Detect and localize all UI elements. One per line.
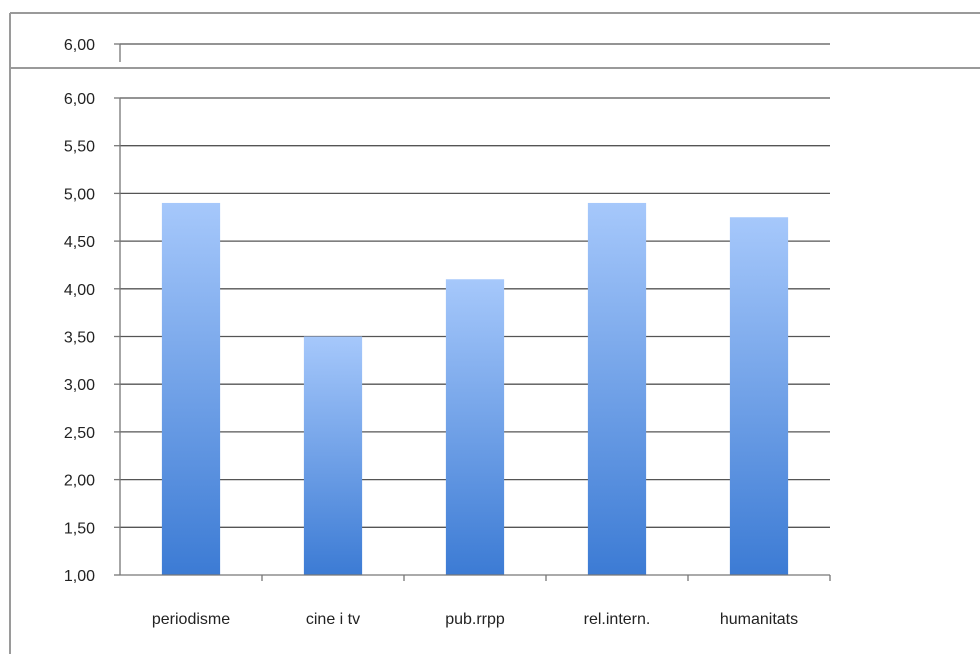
x-category-label: rel.intern. (584, 611, 651, 628)
top-chart-fragment: 6,00 (9, 12, 980, 70)
chart-frame (9, 67, 980, 654)
bar-humanitats (729, 217, 789, 575)
x-category-label: pub.rrpp (445, 611, 505, 628)
y-tick-label: 4,00 (64, 282, 95, 299)
y-tick-label: 6,00 (64, 91, 95, 108)
x-category-label: periodisme (152, 611, 230, 628)
y-tick-label: 1,00 (64, 568, 95, 585)
y-axis-tick-labels: 1,00 1,50 2,00 2,50 3,00 3,50 4,00 4,50 5,00 5,50… (64, 91, 95, 585)
y-tick-label: 5,00 (64, 186, 95, 203)
fragment-tick-label: 6,00 (64, 37, 95, 54)
x-category-label: humanitats (720, 611, 798, 628)
bar-rel-intern (587, 202, 647, 575)
y-tick-label: 3,50 (64, 330, 95, 347)
bar-pub-rrpp (445, 279, 505, 575)
y-tick-label: 5,50 (64, 139, 95, 156)
y-tick-label: 4,50 (64, 234, 95, 251)
axes (114, 97, 831, 581)
bar-cine-i-tv (303, 336, 363, 575)
bars (161, 202, 789, 575)
y-tick-label: 2,00 (64, 473, 95, 490)
bar-periodisme (161, 202, 221, 575)
plot-area: 1,00 1,50 2,00 2,50 3,00 3,50 4,00 4,50 5,00 5,50… (64, 91, 831, 628)
y-tick-label: 2,50 (64, 425, 95, 442)
x-axis-category-labels: periodisme cine i tv pub.rrpp rel.intern. hu… (152, 611, 798, 628)
x-category-label: cine i tv (306, 611, 360, 628)
y-tick-label: 3,00 (64, 377, 95, 394)
y-tick-label: 1,50 (64, 520, 95, 537)
